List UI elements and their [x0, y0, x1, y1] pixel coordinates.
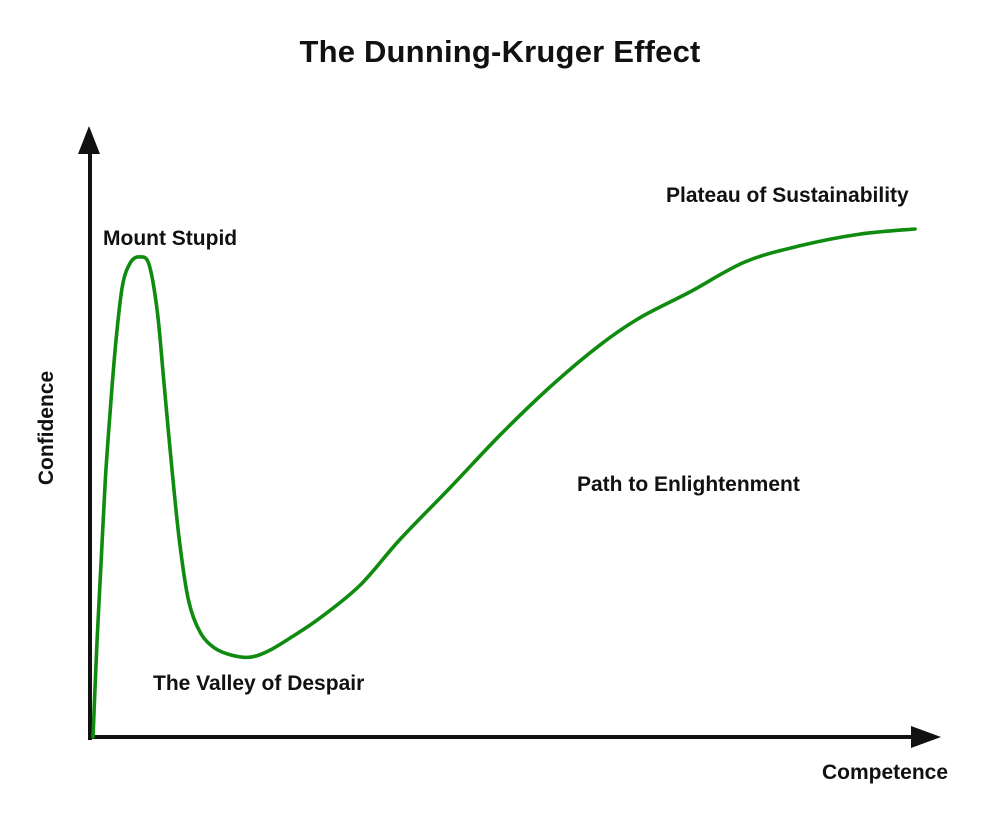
y-axis-label: Confidence [35, 370, 58, 486]
chart-title: The Dunning-Kruger Effect [299, 34, 701, 69]
confidence-curve [91, 227, 917, 739]
annotation-plateau-of-sustainability: Plateau of Sustainability [666, 184, 909, 207]
y-axis-arrowhead-icon [78, 126, 100, 154]
annotation-path-to-enlightenment: Path to Enlightenment [577, 473, 800, 496]
x-axis-arrowhead-icon [911, 726, 941, 748]
annotation-mount-stupid: Mount Stupid [103, 227, 238, 250]
annotation-valley-of-despair: The Valley of Despair [153, 672, 365, 695]
x-axis-label: Competence [821, 761, 948, 784]
